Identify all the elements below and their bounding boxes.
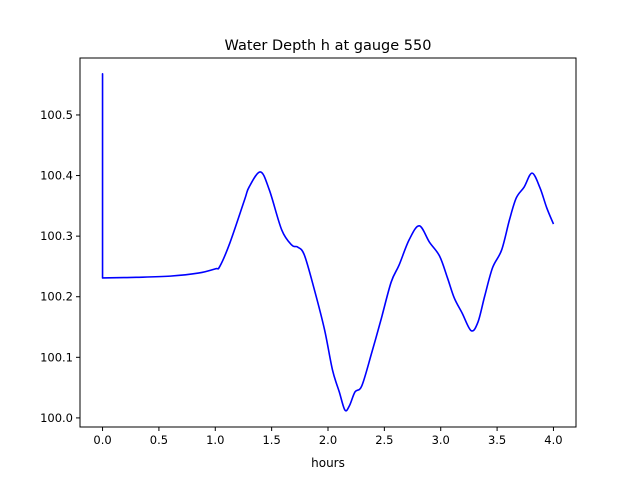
- x-tick-label: 3.5: [488, 433, 506, 447]
- x-tick-label: 2.0: [319, 433, 337, 447]
- chart-title: Water Depth h at gauge 550: [225, 38, 432, 54]
- y-tick-label: 100.2: [40, 290, 73, 304]
- y-tick-label: 100.1: [40, 350, 73, 364]
- x-tick-label: 4.0: [544, 433, 562, 447]
- y-tick-label: 100.5: [40, 108, 73, 122]
- x-tick-label: 0.5: [150, 433, 168, 447]
- x-tick-label: 2.5: [375, 433, 393, 447]
- x-axis-label: hours: [311, 456, 345, 470]
- y-tick-label: 100.0: [40, 411, 73, 425]
- x-tick-label: 3.0: [432, 433, 450, 447]
- x-tick-label: 0.0: [93, 433, 111, 447]
- y-tick-label: 100.3: [40, 229, 73, 243]
- x-tick-label: 1.0: [206, 433, 224, 447]
- x-tick-label: 1.5: [262, 433, 280, 447]
- y-tick-label: 100.4: [40, 169, 73, 183]
- series-line-h: [101, 72, 555, 412]
